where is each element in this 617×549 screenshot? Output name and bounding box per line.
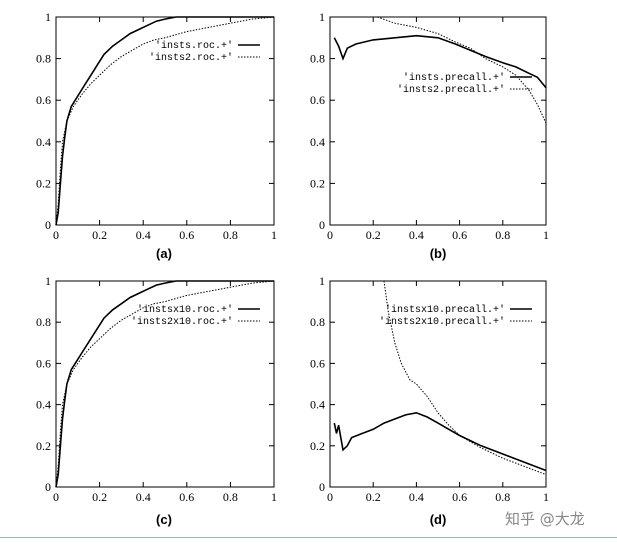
- y-tick-label: 0.4: [310, 398, 325, 412]
- y-tick-label: 1: [45, 274, 51, 288]
- series-line-2: [377, 16, 547, 124]
- legend-label-1: 'instsx10.roc.+': [137, 304, 233, 316]
- x-tick-label: 0.4: [136, 490, 151, 504]
- x-tick-label: 0.4: [136, 228, 151, 242]
- x-tick-label: 0.8: [223, 228, 238, 242]
- x-tick-label: 0.4: [409, 228, 424, 242]
- y-tick-label: 0: [319, 218, 325, 232]
- series-line-1: [333, 411, 547, 472]
- y-tick-label: 0.8: [310, 315, 325, 329]
- panel-b: (b) 0 0.2 0.4 0.6 0.8 1 0 0.2 0.4 0.6 0.8 1 'insts.p…: [310, 10, 549, 261]
- panel-label-b: (b): [430, 246, 447, 261]
- legend-label-2: 'insts2x10.roc.+': [131, 316, 233, 328]
- y-tick-label: 0: [45, 218, 51, 232]
- y-tick-label: 0.4: [36, 135, 51, 149]
- y-tick-label: 0.2: [310, 176, 325, 190]
- legend-label-1: 'instsx10.precall.+': [385, 304, 505, 316]
- y-tick-label: 0.4: [36, 398, 51, 412]
- panel-label-d: (d): [430, 512, 447, 527]
- y-tick-label: 0.8: [36, 52, 51, 66]
- panel-a: (a) 0 0.2 0.4 0.6 0.8 1 0 0.2 0.4 0.6 0.8 1 'insts.r…: [36, 10, 277, 261]
- panel-c: (c) 0 0.2 0.4 0.6 0.8 1 0 0.2 0.4 0.6 0.8 1 'instsx1…: [36, 274, 277, 527]
- series-line-1: [55, 280, 274, 488]
- x-tick-label: 0.6: [179, 228, 194, 242]
- x-tick-label: 1: [271, 490, 277, 504]
- y-tick-label: 0.8: [310, 52, 325, 66]
- x-tick-label: 0.8: [495, 228, 510, 242]
- x-tick-label: 0.8: [223, 490, 238, 504]
- watermark-text: 知乎 @大龙: [505, 510, 585, 528]
- panel-label-a: (a): [156, 246, 172, 261]
- y-tick-label: 0.6: [36, 356, 51, 370]
- x-tick-label: 0.6: [452, 490, 467, 504]
- y-tick-label: 0: [319, 480, 325, 494]
- y-tick-label: 0.8: [36, 315, 51, 329]
- y-tick-label: 0.2: [310, 439, 325, 453]
- y-tick-label: 0.6: [310, 93, 325, 107]
- y-tick-label: 1: [319, 10, 325, 24]
- legend-label-1: 'insts.roc.+': [155, 40, 233, 52]
- series-line-2: [55, 16, 275, 226]
- panel-d: (d) 0 0.2 0.4 0.6 0.8 1 0 0.2 0.4 0.6 0.8 1 'instsx1…: [310, 274, 549, 527]
- y-tick-label: 0: [45, 480, 51, 494]
- x-tick-label: 0.8: [495, 490, 510, 504]
- x-tick-label: 1: [271, 228, 277, 242]
- x-tick-label: 0.2: [92, 228, 107, 242]
- y-tick-label: 0.2: [36, 176, 51, 190]
- x-tick-label: 0: [53, 490, 59, 504]
- plot-frame: [55, 280, 275, 488]
- x-tick-label: 0.2: [92, 490, 107, 504]
- x-tick-label: 0.2: [366, 228, 381, 242]
- legend-label-2: 'insts2x10.precall.+': [379, 316, 505, 328]
- legend-label-2: 'insts2.roc.+': [149, 52, 233, 64]
- x-tick-label: 1: [543, 490, 549, 504]
- x-tick-label: 0.2: [366, 490, 381, 504]
- plot-frame: [329, 16, 547, 226]
- y-tick-label: 1: [45, 10, 51, 24]
- plot-frame: [329, 280, 547, 488]
- y-tick-label: 0.2: [36, 439, 51, 453]
- bottom-divider: [0, 537, 617, 538]
- series-line-1: [55, 16, 274, 226]
- panel-label-c: (c): [156, 512, 172, 527]
- y-tick-label: 0.6: [310, 356, 325, 370]
- x-tick-label: 1: [543, 228, 549, 242]
- series-line-2: [383, 280, 547, 476]
- legend-label-1: 'insts.precall.+': [403, 72, 505, 84]
- plot-frame: [55, 16, 275, 226]
- legend-label-2: 'insts2.precall.+': [397, 84, 505, 96]
- x-tick-label: 0.4: [409, 490, 424, 504]
- x-tick-label: 0: [53, 228, 59, 242]
- series-line-1: [333, 34, 547, 89]
- y-tick-label: 0.6: [36, 93, 51, 107]
- y-tick-label: 1: [319, 274, 325, 288]
- x-tick-label: 0: [327, 228, 333, 242]
- x-tick-label: 0: [327, 490, 333, 504]
- y-tick-label: 0.4: [310, 135, 325, 149]
- x-tick-label: 0.6: [452, 228, 467, 242]
- x-tick-label: 0.6: [179, 490, 194, 504]
